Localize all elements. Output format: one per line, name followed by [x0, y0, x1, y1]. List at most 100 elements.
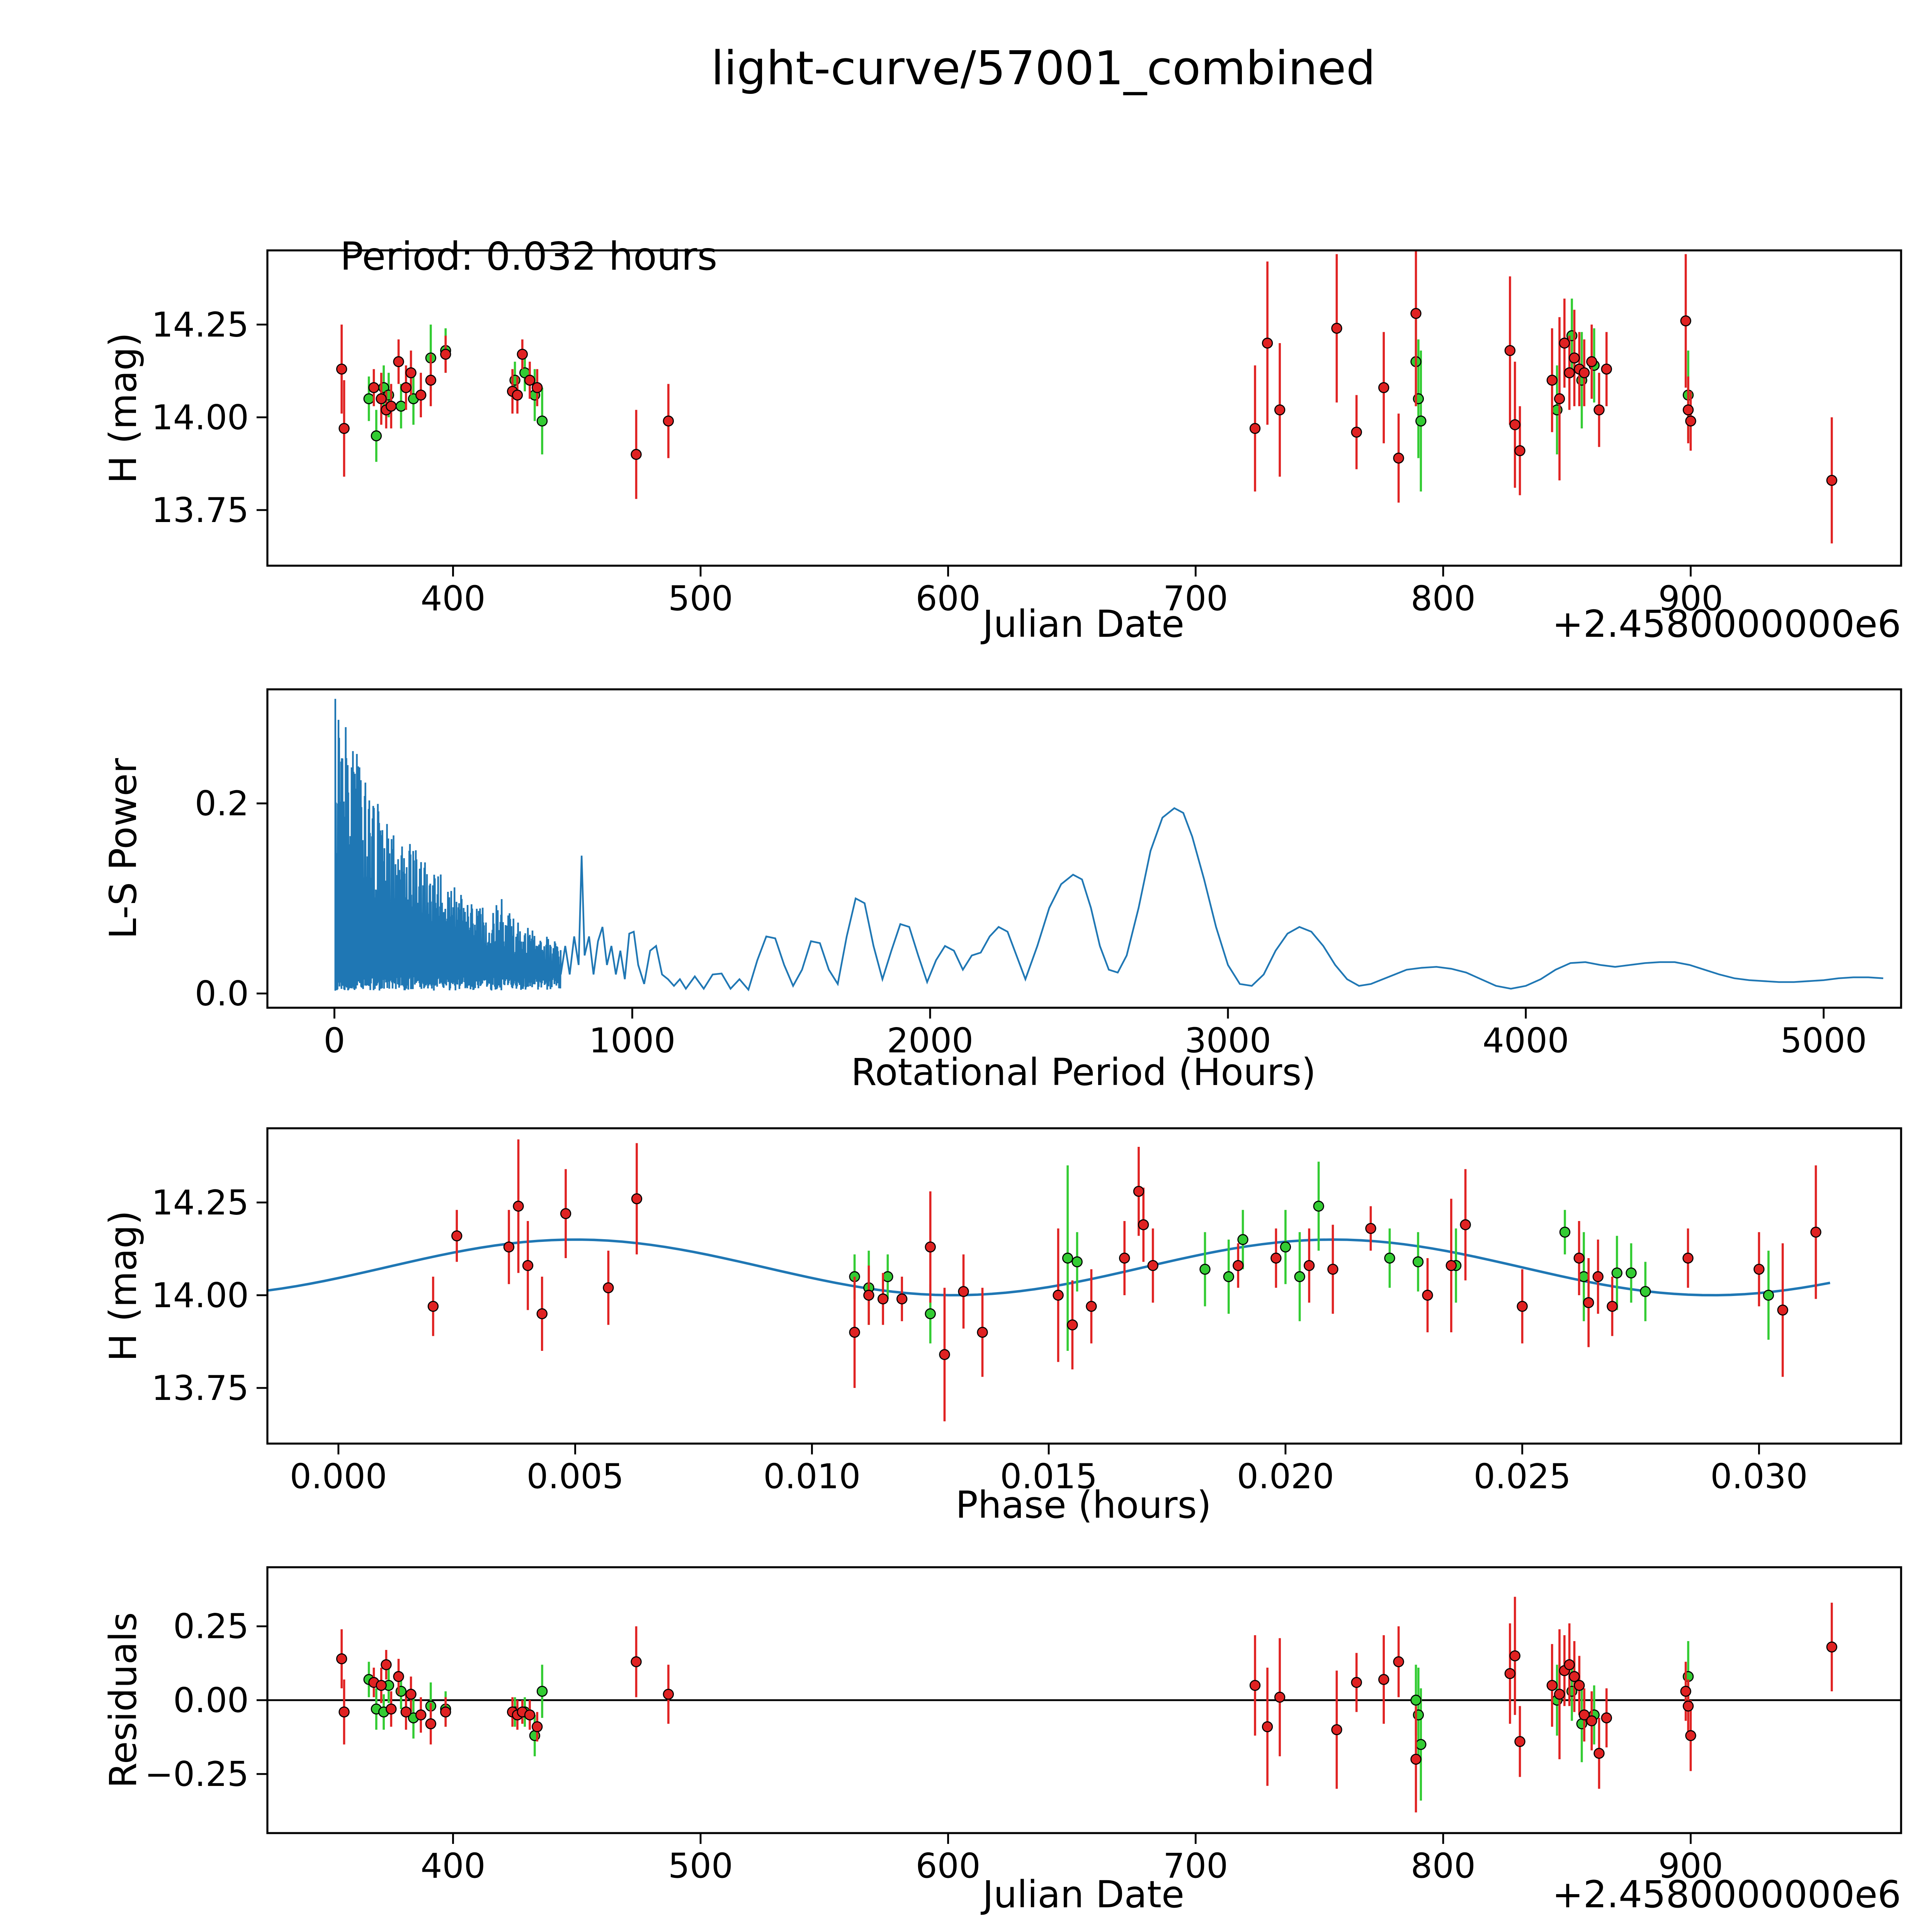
red-point	[958, 1286, 969, 1297]
red-point	[1509, 419, 1520, 430]
x-tick-label: 400	[420, 1846, 485, 1886]
red-point	[1446, 1260, 1457, 1271]
panel1-xlabel: Julian Date	[982, 603, 1185, 646]
residuals-content	[267, 1597, 1901, 1813]
red-point	[1564, 367, 1575, 379]
red-point	[863, 1289, 874, 1301]
green-point	[1412, 1256, 1424, 1267]
y-tick-label: 13.75	[151, 490, 249, 530]
figure-title: light-curve/57001_combined	[711, 43, 1376, 97]
y-tick-label: 0.2	[195, 784, 249, 823]
red-point	[513, 1201, 524, 1212]
red-point	[1569, 352, 1580, 364]
red-point	[1546, 1680, 1558, 1691]
red-point	[1053, 1289, 1064, 1301]
y-tick-label: −0.25	[145, 1754, 249, 1794]
green-point	[1384, 1252, 1395, 1264]
red-point	[425, 1718, 437, 1730]
red-point	[1753, 1264, 1765, 1275]
green-point	[1415, 1739, 1427, 1750]
panel1-ylabel: H (mag)	[102, 332, 145, 484]
periodogram-axes-frame	[266, 688, 1902, 1009]
green-point	[1071, 1256, 1083, 1267]
phase-folded-content	[267, 1139, 1830, 1422]
green-point	[1199, 1264, 1211, 1275]
green-point	[1062, 1252, 1073, 1264]
red-point	[1422, 1289, 1433, 1301]
red-point	[1592, 1271, 1604, 1282]
red-point	[440, 1706, 451, 1718]
x-tick-label: 700	[1163, 578, 1228, 618]
green-point	[1626, 1267, 1637, 1279]
red-point	[512, 389, 523, 401]
green-point	[1237, 1234, 1248, 1245]
green-point	[925, 1308, 936, 1320]
red-point	[451, 1230, 463, 1242]
red-point	[1601, 364, 1612, 375]
x-tick-label: 400	[420, 578, 485, 618]
x-tick-label: 0.015	[1000, 1456, 1097, 1496]
red-point	[1147, 1260, 1158, 1271]
y-tick-label: 14.25	[151, 305, 249, 345]
y-tick-label: 14.25	[151, 1183, 249, 1223]
x-tick-label: 3000	[1185, 1020, 1271, 1060]
red-point	[425, 374, 437, 386]
green-point	[1280, 1241, 1291, 1253]
green-point	[882, 1271, 893, 1282]
red-point	[336, 364, 347, 375]
red-point	[1504, 345, 1516, 356]
red-point	[1601, 1712, 1612, 1724]
red-point	[1410, 1753, 1422, 1765]
green-point	[1415, 415, 1427, 427]
x-tick-label: 600	[916, 578, 981, 618]
red-point	[1504, 1668, 1516, 1679]
red-point	[1274, 404, 1286, 416]
red-point	[524, 374, 536, 386]
red-point	[393, 356, 404, 367]
red-point	[522, 1260, 534, 1271]
red-point	[631, 1656, 642, 1667]
red-point	[1569, 1671, 1580, 1682]
x-tick-label: 0.000	[290, 1456, 387, 1496]
red-point	[1327, 1264, 1338, 1275]
green-point	[1410, 1694, 1422, 1706]
red-point	[560, 1208, 571, 1219]
panel1-axis-offset: +2.4580000000e6	[1552, 603, 1901, 646]
red-point	[532, 382, 543, 393]
red-point	[1586, 1715, 1597, 1726]
red-point	[400, 382, 412, 393]
periodogram-line	[334, 699, 1883, 992]
red-point	[338, 1706, 350, 1718]
green-point	[395, 400, 407, 412]
red-point	[977, 1327, 988, 1338]
green-point	[536, 415, 548, 427]
red-point	[1133, 1185, 1145, 1197]
x-tick-label: 4000	[1483, 1020, 1569, 1060]
green-point	[1763, 1289, 1774, 1301]
red-point	[1586, 356, 1597, 367]
y-tick-label: 0.00	[173, 1680, 249, 1720]
panel2-ylabel: L-S Power	[102, 758, 145, 939]
red-point	[1086, 1301, 1097, 1312]
x-tick-label: 0	[323, 1020, 345, 1060]
red-point	[338, 423, 350, 434]
red-point	[376, 1680, 387, 1691]
x-tick-label: 800	[1411, 578, 1476, 618]
red-point	[1249, 1680, 1261, 1691]
x-tick-label: 900	[1658, 1846, 1723, 1886]
green-point	[1294, 1271, 1305, 1282]
red-point	[603, 1282, 614, 1294]
lightcurve-axes-frame	[266, 249, 1902, 567]
red-point	[532, 1721, 543, 1733]
red-point	[400, 1706, 412, 1718]
red-point	[1378, 1674, 1389, 1685]
lightcurve-content	[336, 250, 1837, 544]
panel4-axis-offset: +2.4580000000e6	[1552, 1873, 1901, 1917]
red-point	[1119, 1252, 1130, 1264]
red-point	[631, 449, 642, 460]
red-point	[1262, 1721, 1273, 1733]
red-point	[1233, 1260, 1244, 1271]
green-point	[363, 393, 374, 405]
y-tick-label: 14.00	[151, 398, 249, 437]
